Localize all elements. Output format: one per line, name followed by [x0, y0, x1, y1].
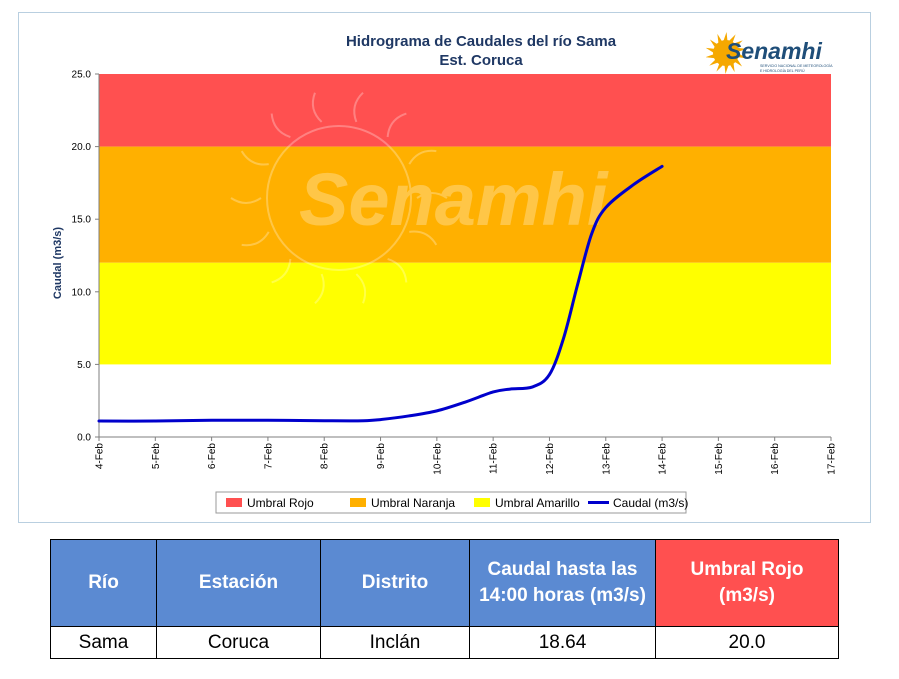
y-tick-label: 25.0: [72, 70, 92, 81]
header-distrito: Distrito: [320, 539, 470, 627]
y-tick-label: 10.0: [72, 287, 92, 298]
legend-label: Umbral Rojo: [247, 496, 314, 510]
x-tick-label: 5-Feb: [151, 443, 162, 470]
x-tick-label: 10-Feb: [432, 443, 443, 475]
x-tick-label: 14-Feb: [658, 443, 669, 475]
threshold-band-2: [99, 262, 831, 365]
legend-swatch: [350, 498, 366, 507]
legend-label: Umbral Naranja: [371, 496, 455, 510]
threshold-bands: [99, 74, 831, 365]
legend: Umbral Rojo Umbral Naranja Umbral Amarillo…: [215, 491, 688, 514]
header-umbral-rojo: Umbral Rojo (m3/s): [655, 539, 839, 627]
x-tick-label: 8-Feb: [320, 443, 331, 470]
senamhi-watermark: Senamhi: [230, 91, 609, 305]
y-tick-label: 20.0: [72, 142, 92, 153]
series-layer: [97, 164, 664, 423]
chart-title: Hidrograma de Caudales del río Sama: [346, 33, 617, 50]
station-summary-table: Río Estación Distrito Caudal hasta las 1…: [50, 539, 839, 659]
x-tick-label: 4-Feb: [95, 443, 106, 470]
legend-swatch: [474, 498, 490, 507]
chart-subtitle: Est. Coruca: [439, 52, 523, 69]
cell-estacion: Coruca: [156, 626, 321, 659]
cell-rio: Sama: [50, 626, 157, 659]
series-line-caudal: [97, 164, 664, 423]
chart-frame: Senamhi 4-Feb 5-Feb 6-Feb 7-Feb 8-Feb 9-Feb 10…: [18, 12, 871, 523]
watermark-text: Senamhi: [299, 158, 609, 241]
threshold-band-1: [99, 146, 831, 263]
x-tick-label: 11-Feb: [489, 443, 500, 474]
logo-text: Senamhi: [726, 38, 822, 64]
y-axis-title: Caudal (m3/s): [52, 227, 64, 299]
x-tick-label: 13-Feb: [601, 443, 612, 475]
cell-distrito: Inclán: [320, 626, 470, 659]
x-tick-label: 6-Feb: [207, 443, 218, 470]
cell-caudal: 18.64: [469, 626, 656, 659]
x-axis-ticks: 4-Feb 5-Feb 6-Feb 7-Feb 8-Feb 9-Feb 10-Feb 11-F…: [95, 437, 838, 475]
y-tick-label: 0.0: [77, 433, 91, 444]
y-axis-ticks: 0.0 5.0 10.0 15.0 20.0 25.0: [72, 70, 99, 444]
legend-label: Umbral Amarillo: [495, 496, 580, 510]
header-estacion: Estación: [156, 539, 321, 627]
legend-label: Caudal (m3/s): [613, 496, 688, 510]
logo-tagline-1: SERVICIO NACIONAL DE METEOROLOGÍA: [760, 64, 833, 68]
cell-umbral-rojo: 20.0: [655, 626, 839, 659]
hydrograph-chart: Senamhi 4-Feb 5-Feb 6-Feb 7-Feb 8-Feb 9-Feb 10…: [52, 33, 838, 514]
x-tick-label: 17-Feb: [827, 443, 838, 475]
y-tick-label: 15.0: [72, 215, 92, 226]
x-tick-label: 7-Feb: [263, 443, 274, 470]
threshold-band-0: [99, 74, 831, 147]
y-tick-label: 5.0: [77, 360, 91, 371]
x-tick-label: 16-Feb: [770, 443, 781, 475]
table-row: Sama Coruca Inclán 18.64 20.0: [50, 626, 839, 659]
senamhi-logo: Senamhi SERVICIO NACIONAL DE METEOROLOGÍ…: [706, 32, 833, 74]
axes: [98, 74, 831, 438]
legend-swatch: [226, 498, 242, 507]
x-tick-label: 15-Feb: [714, 443, 725, 475]
header-rio: Río: [50, 539, 157, 627]
x-tick-label: 9-Feb: [376, 443, 387, 470]
table-header-row: Río Estación Distrito Caudal hasta las 1…: [50, 539, 839, 627]
logo-tagline-2: E HIDROLOGÍA DEL PERÚ: [760, 68, 805, 73]
sun-icon: [706, 32, 747, 74]
header-caudal: Caudal hasta las 14:00 horas (m3/s): [469, 539, 656, 627]
x-tick-label: 12-Feb: [545, 443, 556, 475]
